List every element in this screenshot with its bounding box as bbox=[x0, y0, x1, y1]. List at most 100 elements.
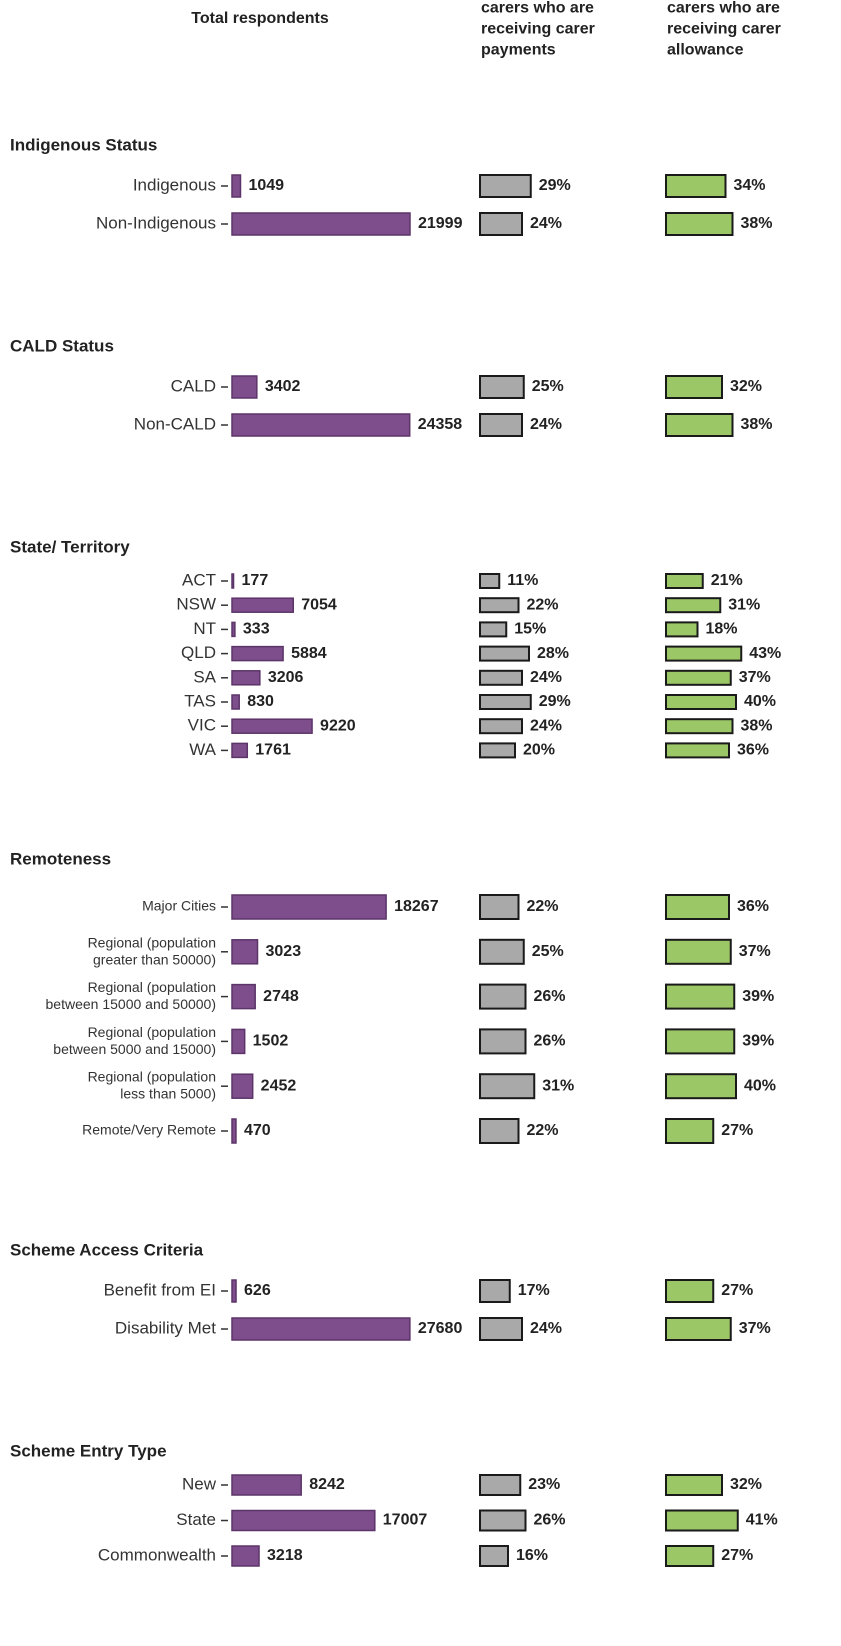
allowance-label: 38% bbox=[741, 717, 773, 734]
allowance-label: 38% bbox=[741, 215, 773, 232]
count-label: 9220 bbox=[320, 717, 356, 734]
count-label: 1761 bbox=[255, 742, 291, 759]
allowance-bar bbox=[665, 1474, 723, 1496]
payments-label: 16% bbox=[516, 1547, 548, 1564]
payments-label: 28% bbox=[537, 645, 569, 662]
allowance-label: 37% bbox=[739, 1320, 771, 1337]
allowance-label: 18% bbox=[706, 621, 738, 638]
allowance-label: 40% bbox=[744, 1077, 776, 1094]
payments-bar bbox=[479, 894, 520, 920]
payments-label: 15% bbox=[514, 621, 546, 638]
section-title: Indigenous Status bbox=[10, 135, 157, 154]
count-label: 3402 bbox=[265, 378, 301, 395]
allowance-bar bbox=[665, 573, 704, 589]
count-label: 470 bbox=[244, 1122, 271, 1139]
column-header-line: receiving carer bbox=[481, 21, 595, 38]
allowance-bar bbox=[665, 742, 730, 759]
count-label: 1049 bbox=[248, 177, 284, 194]
payments-bar bbox=[479, 1509, 527, 1532]
count-bar bbox=[231, 718, 313, 734]
section-title: Scheme Access Criteria bbox=[10, 1240, 204, 1259]
column-header-line: carers who are bbox=[481, 0, 594, 17]
payments-label: 24% bbox=[530, 669, 562, 686]
count-bar bbox=[231, 1028, 246, 1055]
allowance-label: 31% bbox=[728, 596, 760, 613]
section-title: State/ Territory bbox=[10, 537, 130, 556]
column-header: % of families orcarers who arereceiving … bbox=[667, 0, 785, 59]
payments-label: 22% bbox=[527, 1122, 559, 1139]
section-title: Remoteness bbox=[10, 849, 111, 868]
allowance-label: 32% bbox=[730, 1476, 762, 1493]
count-bar bbox=[231, 939, 259, 965]
payments-label: 29% bbox=[539, 693, 571, 710]
category-label-line: Regional (population bbox=[88, 934, 216, 950]
allowance-bar bbox=[665, 894, 730, 920]
allowance-label: 27% bbox=[721, 1122, 753, 1139]
payments-bar bbox=[479, 742, 516, 759]
section-title: Scheme Entry Type bbox=[10, 1441, 167, 1460]
payments-label: 24% bbox=[530, 416, 562, 433]
payments-bar bbox=[479, 1317, 523, 1341]
count-bar bbox=[231, 1545, 260, 1567]
allowance-bar bbox=[665, 1509, 739, 1532]
allowance-bar bbox=[665, 597, 722, 614]
count-label: 2748 bbox=[263, 988, 299, 1005]
payments-label: 24% bbox=[530, 215, 562, 232]
count-bar bbox=[231, 742, 249, 759]
category-label: Regional (population less than 5000) bbox=[88, 1068, 216, 1101]
allowance-bar bbox=[665, 669, 732, 686]
category-label: NT bbox=[193, 619, 216, 638]
category-label: State bbox=[176, 1510, 216, 1529]
allowance-bar bbox=[665, 1028, 736, 1055]
payments-label: 26% bbox=[534, 1512, 566, 1529]
count-label: 830 bbox=[247, 693, 274, 710]
category-label-line: greater than 50000) bbox=[93, 951, 216, 967]
payments-bar bbox=[479, 597, 520, 614]
allowance-label: 40% bbox=[744, 693, 776, 710]
allowance-label: 39% bbox=[742, 988, 774, 1005]
allowance-bar bbox=[665, 1317, 732, 1341]
payments-bar bbox=[479, 1545, 509, 1567]
count-label: 2452 bbox=[261, 1077, 297, 1094]
column-header-line: receiving carer bbox=[667, 21, 781, 38]
column-header: Total respondents bbox=[191, 10, 329, 27]
payments-label: 31% bbox=[542, 1077, 574, 1094]
payments-bar bbox=[479, 621, 508, 638]
payments-label: 23% bbox=[528, 1476, 560, 1493]
count-bar bbox=[231, 1509, 376, 1532]
count-label: 5884 bbox=[291, 645, 327, 662]
category-label-line: between 15000 and 50000) bbox=[46, 996, 216, 1012]
count-bar bbox=[231, 670, 261, 686]
category-label-line: Regional (population bbox=[88, 1024, 216, 1040]
allowance-label: 37% bbox=[739, 669, 771, 686]
category-label: Non-Indigenous bbox=[96, 213, 216, 232]
payments-bar bbox=[479, 1028, 527, 1055]
category-label-line: between 5000 and 15000) bbox=[53, 1041, 216, 1057]
payments-bar bbox=[479, 938, 525, 965]
payments-label: 22% bbox=[527, 898, 559, 915]
count-bar bbox=[231, 573, 235, 589]
payments-label: 25% bbox=[532, 378, 564, 395]
payments-bar bbox=[479, 1073, 536, 1100]
allowance-bar bbox=[665, 645, 743, 662]
category-label-line: Regional (population bbox=[88, 979, 216, 995]
category-label: Benefit from EI bbox=[104, 1280, 216, 1299]
payments-bar bbox=[479, 983, 527, 1010]
allowance-label: 36% bbox=[737, 742, 769, 759]
count-bar bbox=[231, 1474, 302, 1496]
allowance-label: 34% bbox=[734, 177, 766, 194]
allowance-bar bbox=[665, 1545, 715, 1567]
column-header: % of families orcarers who arereceiving … bbox=[481, 0, 599, 59]
payments-label: 24% bbox=[530, 1320, 562, 1337]
payments-label: 26% bbox=[534, 988, 566, 1005]
category-label: Regional (population between 15000 and 50… bbox=[46, 979, 216, 1012]
allowance-label: 38% bbox=[741, 416, 773, 433]
payments-label: 25% bbox=[532, 943, 564, 960]
payments-bar bbox=[479, 573, 501, 589]
allowance-bar bbox=[665, 938, 732, 965]
count-label: 177 bbox=[242, 572, 269, 589]
column-header-line: carers who are bbox=[667, 0, 780, 17]
count-bar bbox=[231, 212, 411, 236]
section-title: CALD Status bbox=[10, 336, 114, 355]
count-label: 1502 bbox=[253, 1033, 289, 1050]
